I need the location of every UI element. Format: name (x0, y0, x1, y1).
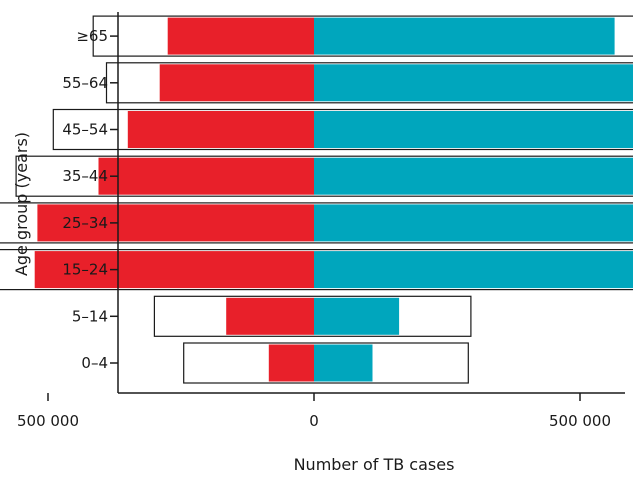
x-axis-title: Number of TB cases (294, 455, 455, 474)
bar-left-35–44 (99, 158, 315, 195)
bar-left-≥65 (168, 18, 314, 55)
y-tick-label: 45–54 (62, 121, 108, 139)
bar-right-0–4 (314, 345, 373, 382)
x-tick-label: 500 000 (549, 412, 611, 430)
bars-layer (0, 16, 633, 383)
bar-right-45–54 (314, 111, 633, 148)
bar-right-15–24 (314, 251, 633, 288)
y-tick-label: 55–64 (62, 74, 108, 92)
bar-right-35–44 (314, 158, 633, 195)
bar-left-5–14 (226, 298, 314, 335)
bar-right-55–64 (314, 64, 633, 101)
y-tick-label: 25–34 (62, 214, 108, 232)
y-tick-label: 35–44 (62, 167, 108, 185)
bar-right-25–34 (314, 204, 633, 241)
bar-left-55–64 (160, 64, 314, 101)
y-tick-label: ≥65 (76, 27, 108, 45)
bar-right-≥65 (314, 18, 615, 55)
y-tick-label: 0–4 (81, 354, 108, 372)
y-tick-label: 15–24 (62, 261, 108, 279)
y-axis-title: Age group (years) (12, 132, 31, 276)
bar-right-5–14 (314, 298, 399, 335)
y-tick-label: 5–14 (72, 307, 108, 325)
bar-left-45–54 (128, 111, 314, 148)
x-tick-label: 500 000 (17, 412, 79, 430)
x-tick-label: 0 (309, 412, 319, 430)
bar-left-0–4 (269, 345, 314, 382)
